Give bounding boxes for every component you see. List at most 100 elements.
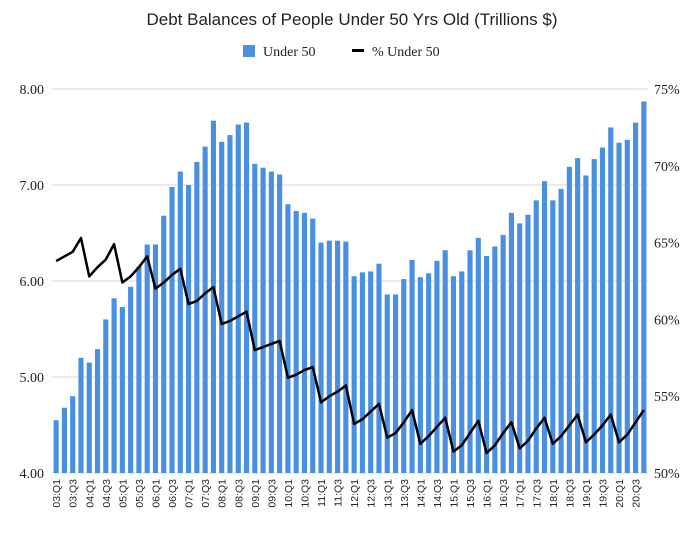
bar <box>550 200 556 474</box>
bar <box>293 210 299 474</box>
x-tick-label: 06:Q1 <box>150 479 162 508</box>
bar <box>616 142 622 473</box>
bar <box>583 175 589 473</box>
right-y-axis: 50% 55% 60% 65% 70% 75% <box>654 83 680 482</box>
bar <box>326 240 332 473</box>
bar <box>392 294 399 473</box>
x-tick-label: 03:Q1 <box>51 479 63 508</box>
bar <box>152 244 159 473</box>
x-tick-label: 07:Q1 <box>184 479 196 508</box>
bar <box>624 139 630 473</box>
bar <box>359 272 365 473</box>
bar <box>111 298 117 473</box>
bar <box>484 256 490 473</box>
x-tick-label: 10:Q3 <box>299 479 311 508</box>
y-right-tick-label: 60% <box>654 313 680 328</box>
bar <box>219 141 225 474</box>
bar <box>575 158 581 473</box>
bar <box>136 266 142 473</box>
bar <box>492 246 498 473</box>
bar <box>235 124 241 474</box>
x-tick-label: 15:Q3 <box>465 479 477 508</box>
bar <box>285 204 291 473</box>
x-tick-label: 04:Q1 <box>84 479 96 508</box>
bar <box>450 276 457 473</box>
bar <box>591 159 597 473</box>
legend-swatch-line <box>352 49 364 52</box>
x-tick-label: 17:Q1 <box>515 479 527 508</box>
x-tick-label: 20:Q3 <box>631 479 643 508</box>
bar <box>318 242 324 473</box>
bar <box>119 306 125 473</box>
bar <box>508 212 514 473</box>
bar <box>61 407 67 473</box>
x-tick-label: 20:Q1 <box>614 479 626 508</box>
x-tick-label: 05:Q1 <box>117 479 129 508</box>
bar <box>194 161 200 473</box>
bar <box>301 212 308 473</box>
bar <box>409 259 415 473</box>
x-tick-label: 19:Q1 <box>581 479 593 508</box>
gridlines <box>52 88 648 474</box>
x-tick-label: 16:Q3 <box>498 479 510 508</box>
bar <box>53 420 59 473</box>
bar <box>566 166 572 473</box>
x-tick-label: 18:Q1 <box>548 479 560 508</box>
bar <box>442 250 448 473</box>
x-tick-label: 17:Q3 <box>531 479 543 508</box>
bar <box>103 319 109 473</box>
legend-label-under-50: Under 50 <box>263 45 316 60</box>
bar <box>310 218 316 473</box>
bar <box>86 362 92 473</box>
bar <box>227 135 233 473</box>
bar <box>78 357 84 473</box>
bar <box>368 271 374 473</box>
bar <box>517 223 523 473</box>
x-tick-label: 07:Q3 <box>200 479 212 508</box>
y-right-tick-label: 65% <box>654 237 680 252</box>
x-tick-label: 10:Q1 <box>283 479 295 508</box>
bar <box>608 127 614 474</box>
y-left-tick-label: 8.00 <box>20 83 45 98</box>
line-series <box>55 236 645 455</box>
y-right-tick-label: 50% <box>654 467 680 482</box>
bar <box>467 250 473 473</box>
x-tick-label: 14:Q3 <box>432 479 444 508</box>
bar <box>541 181 548 473</box>
bar <box>426 273 432 473</box>
bar <box>161 215 167 473</box>
x-axis: 03:Q1 03:Q3 04:Q1 04:Q3 05:Q1 05:Q3 06:Q1 06:Q3… <box>51 479 642 508</box>
bar <box>128 286 134 473</box>
y-left-tick-label: 4.00 <box>20 467 45 482</box>
x-tick-label: 09:Q3 <box>266 479 278 508</box>
bar <box>335 240 341 473</box>
bar <box>268 171 274 473</box>
x-tick-label: 08:Q1 <box>217 479 229 508</box>
x-tick-label: 13:Q3 <box>399 479 411 508</box>
legend-label-pct-under-50: % Under 50 <box>372 45 440 60</box>
bar <box>70 396 76 473</box>
x-tick-label: 11:Q1 <box>316 479 328 507</box>
bar <box>641 101 647 473</box>
x-tick-label: 12:Q1 <box>349 479 361 508</box>
bar-series <box>53 101 647 474</box>
bar <box>434 260 440 473</box>
bar <box>417 277 423 473</box>
bar <box>277 174 283 473</box>
bar <box>210 120 216 474</box>
bar <box>202 146 208 473</box>
legend: Under 50 % Under 50 <box>243 45 440 60</box>
y-right-tick-label: 75% <box>654 83 680 98</box>
bar <box>533 200 539 474</box>
bar <box>252 163 258 473</box>
pct-under-50-line <box>55 236 645 455</box>
bar <box>525 214 531 473</box>
x-tick-label: 08:Q3 <box>233 479 245 508</box>
x-tick-label: 06:Q3 <box>167 479 179 508</box>
x-tick-label: 18:Q3 <box>564 479 576 508</box>
x-tick-label: 19:Q3 <box>597 479 609 508</box>
bar <box>401 279 407 473</box>
bar <box>633 122 639 473</box>
